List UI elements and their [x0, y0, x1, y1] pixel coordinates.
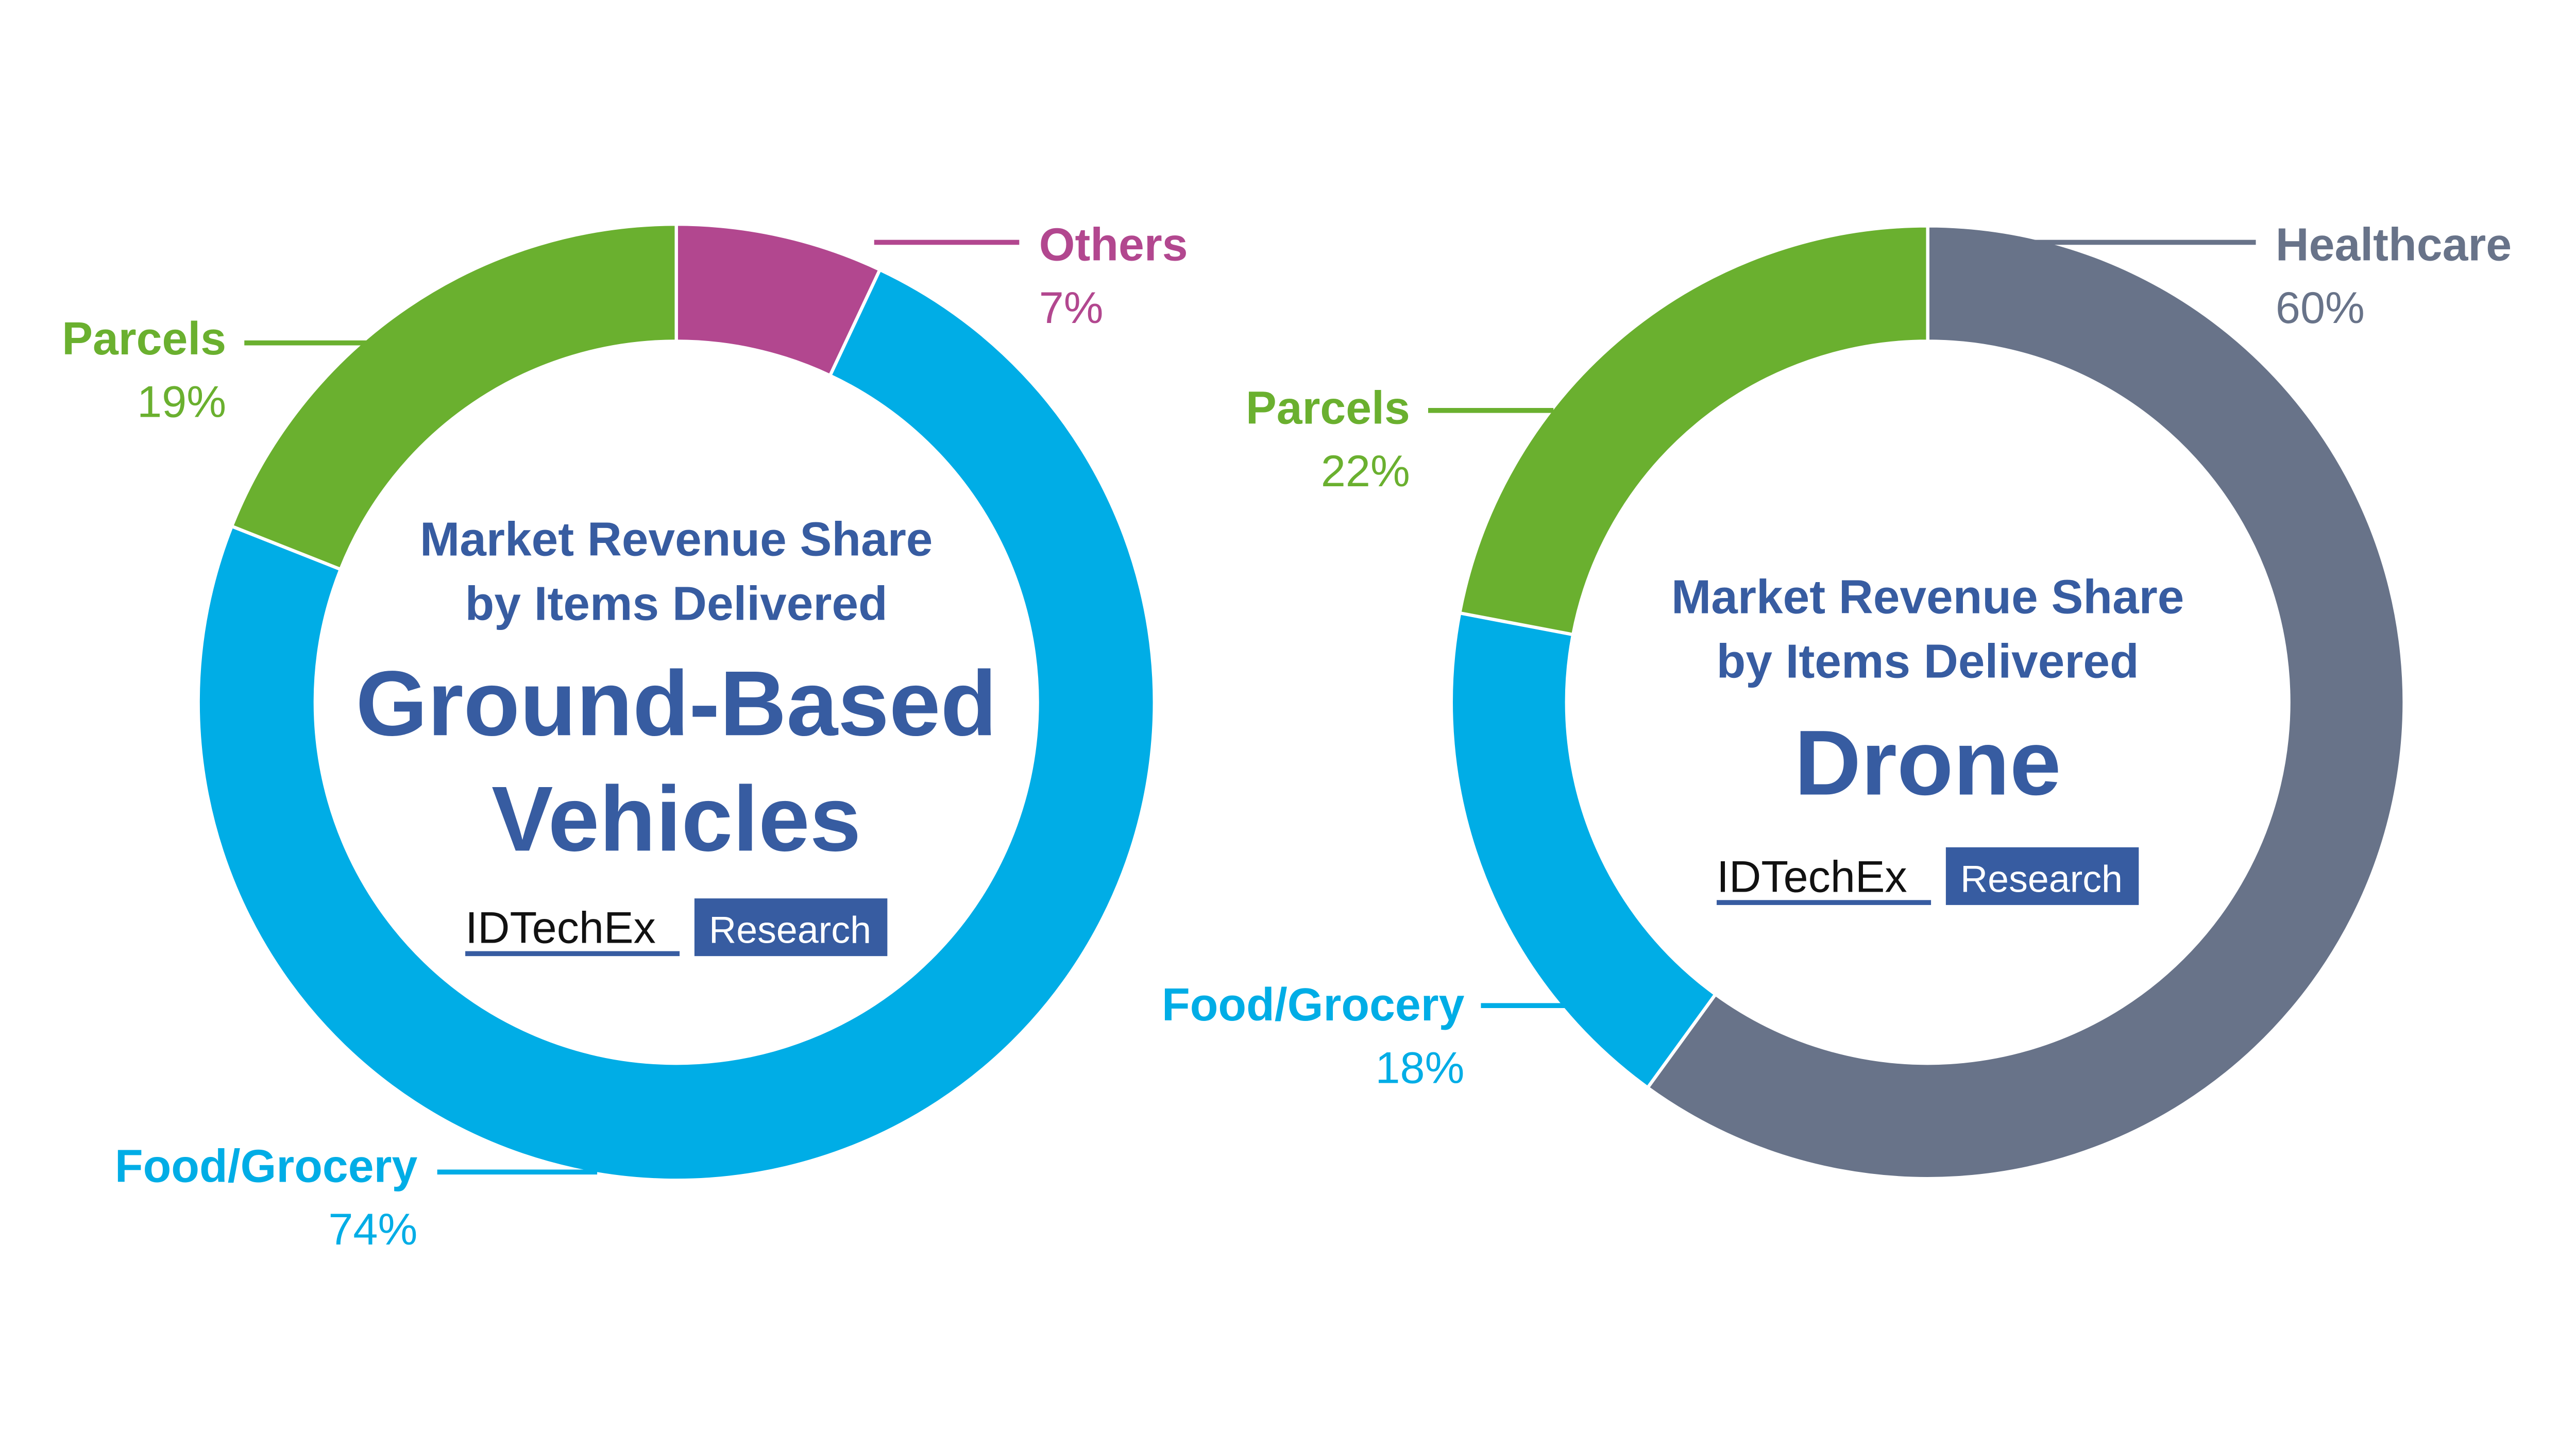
logo-tag: Research	[709, 909, 871, 951]
chart-title-line1: Ground-Based	[355, 652, 997, 755]
logo-name: IDTechEx	[1717, 852, 1907, 901]
label-food: Food/Grocery	[1162, 979, 1465, 1030]
slice-parcels	[1458, 224, 1929, 637]
chart-subtitle-line2: by Items Delivered	[465, 576, 888, 630]
slice-parcels	[229, 223, 678, 572]
logo-underline	[1717, 900, 1931, 905]
label-parcels: Parcels	[1246, 382, 1410, 433]
logo-underline	[465, 951, 680, 957]
logo-tag: Research	[1960, 857, 2123, 900]
logo-name: IDTechEx	[465, 904, 656, 953]
logo-badge	[1945, 847, 2139, 905]
idtechex-logo: IDTechEx Research	[1717, 847, 2139, 905]
ground-slices	[196, 223, 1156, 1182]
label-parcels: Parcels	[62, 313, 226, 364]
chart-title-line2: Vehicles	[492, 767, 861, 870]
idtechex-logo: IDTechEx Research	[465, 898, 888, 957]
drone-slices	[1449, 224, 2406, 1181]
value-parcels: 19%	[137, 378, 226, 427]
value-others: 7%	[1039, 283, 1104, 333]
value-healthcare: 60%	[2276, 283, 2365, 333]
value-food: 74%	[328, 1205, 417, 1254]
value-food: 18%	[1376, 1044, 1465, 1093]
label-food: Food/Grocery	[115, 1140, 418, 1192]
logo-badge	[694, 898, 888, 957]
chart-subtitle-line2: by Items Delivered	[1717, 634, 2139, 688]
drone-chart: Market Revenue Share by Items Delivered …	[1162, 219, 2512, 1181]
slice-healthcare	[1645, 224, 2406, 1181]
value-parcels: 22%	[1321, 447, 1410, 496]
label-others: Others	[1039, 219, 1188, 270]
slice-food-grocery	[1449, 611, 1718, 1090]
chart-title: Drone	[1794, 711, 2061, 814]
ground-vehicles-chart: Market Revenue Share by Items Delivered …	[62, 219, 1188, 1255]
slice-food-grocery	[196, 267, 1156, 1182]
chart-subtitle-line1: Market Revenue Share	[1671, 570, 2184, 623]
chart-subtitle-line1: Market Revenue Share	[420, 512, 933, 566]
label-healthcare: Healthcare	[2276, 219, 2512, 270]
